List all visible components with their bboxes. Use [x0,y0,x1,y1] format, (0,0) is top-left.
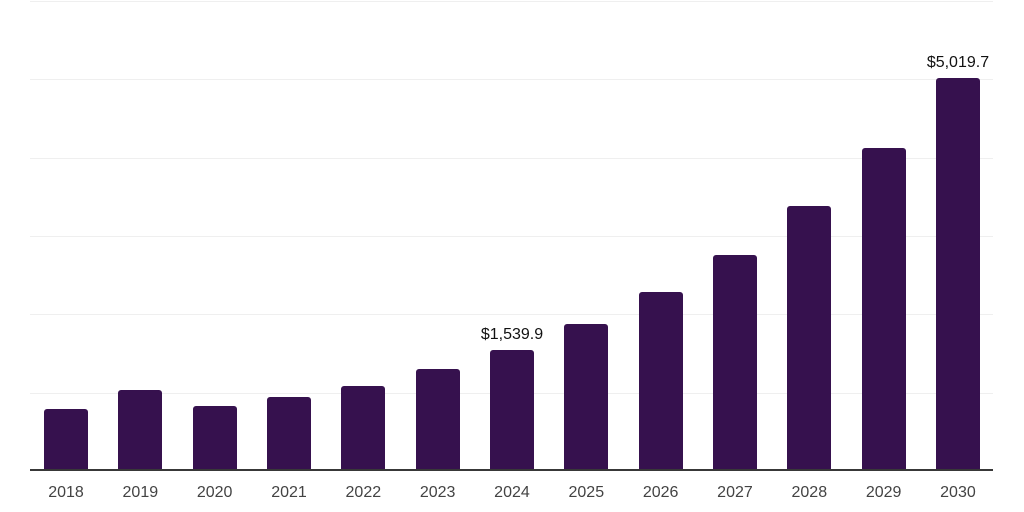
x-tick-label-2024: 2024 [494,484,530,501]
x-tick-label-2030: 2030 [940,484,976,501]
x-tick-label-2022: 2022 [345,484,382,501]
x-tick-label-2021: 2021 [271,484,307,501]
bar-2021[interactable] [266,396,311,471]
gridline [30,1,993,2]
x-tick-label-2027: 2027 [717,484,753,501]
x-tick-label-2026: 2026 [642,484,679,501]
x-tick-label-2029: 2029 [865,484,902,501]
x-tick-label-2020: 2020 [196,484,233,501]
x-tick-label-2018: 2018 [48,484,84,501]
x-tick-label-2028: 2028 [791,484,828,501]
gridline [30,236,993,237]
gridline [30,157,993,159]
x-tick-label-2023: 2023 [419,484,456,501]
bar-2028[interactable] [787,206,832,471]
x-tick-label-2025: 2025 [568,484,605,501]
bar-2019[interactable] [118,390,163,471]
bar-2030[interactable] [935,77,980,471]
data-label-2030: $5,019.7 [926,53,990,71]
bar-2022[interactable] [341,385,386,471]
x-axis-line [30,469,993,471]
data-label-2024: $1,539.9 [480,326,544,344]
bar-2018[interactable] [44,409,88,471]
plot-area: $1,539.9 $5,019.7 [30,1,993,471]
bar-2026[interactable] [638,292,683,471]
x-axis-labels: 2018 2019 2020 2021 2022 2023 2024 2025 2026 2027… [0,483,1024,505]
bar-2025[interactable] [564,324,609,471]
bar-2027[interactable] [712,254,757,471]
x-tick-label-2019: 2019 [122,484,159,501]
bar-2023[interactable] [415,369,460,471]
gridline [30,79,993,81]
bar-2029[interactable] [861,148,906,471]
bar-2024[interactable] [489,350,534,471]
gridline [30,314,993,316]
bar-2020[interactable] [192,405,237,471]
